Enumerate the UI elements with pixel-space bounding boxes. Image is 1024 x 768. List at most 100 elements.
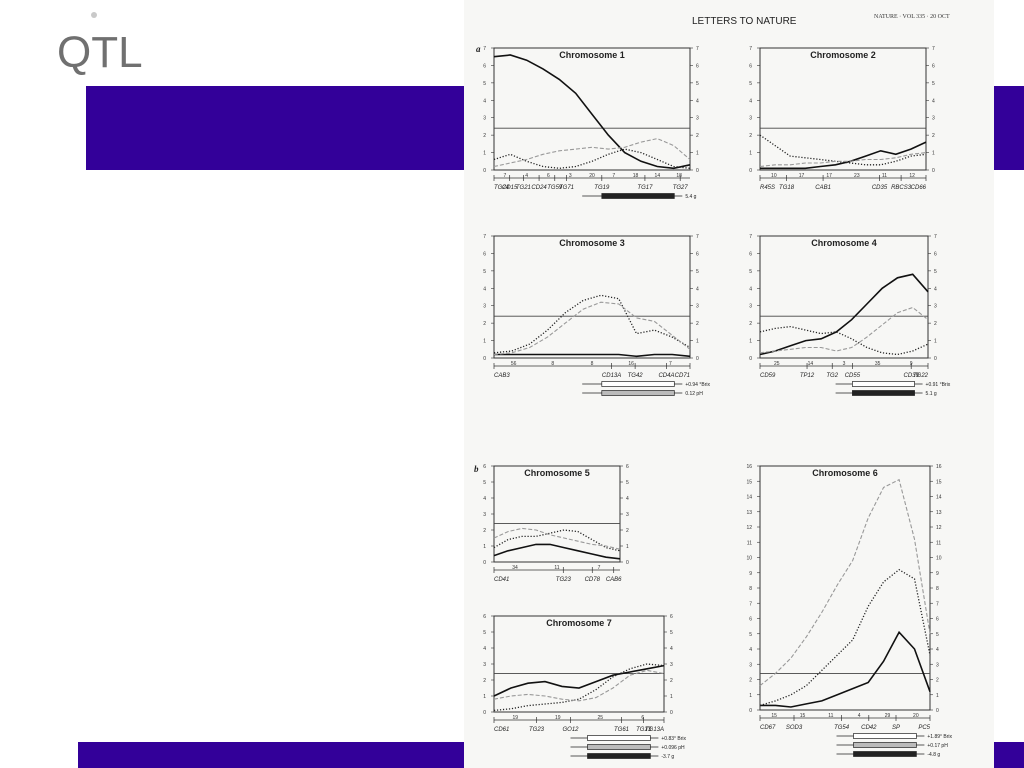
scan-header: LETTERS TO NATURE [692, 16, 797, 27]
marker-label: GO12 [562, 727, 579, 733]
marker-label: TG61 [614, 727, 629, 733]
y-tick-label-left: 3 [483, 116, 486, 122]
y-tick-label-right: 6 [696, 251, 699, 257]
interval-bar-solid [853, 751, 917, 757]
distance-label: 17 [799, 173, 805, 179]
y-tick-label-right: 15 [936, 479, 942, 485]
interval-label: +0.096 pH [661, 745, 685, 751]
y-tick-label-left: 2 [483, 528, 486, 534]
lod-curve-dotted [493, 148, 691, 169]
marker-label: TG71 [559, 185, 574, 191]
y-tick-label-right: 0 [934, 356, 937, 362]
lod-curve-solid [760, 630, 931, 708]
marker-label: TG27 [673, 185, 689, 191]
distance-label: 19 [555, 715, 561, 721]
y-tick-label-right: 4 [934, 286, 937, 292]
marker-label: PC5 [918, 725, 930, 731]
y-tick-label-left: 5 [483, 630, 486, 636]
y-tick-label-right: 7 [934, 234, 937, 240]
y-tick-label-left: 15 [746, 479, 752, 485]
y-tick-label-right: 4 [936, 647, 939, 653]
y-tick-label-right: 5 [626, 480, 629, 486]
interval-label: +1.89° Brix [927, 734, 952, 740]
y-tick-label-right: 13 [936, 510, 942, 516]
y-tick-label-left: 1 [749, 339, 752, 345]
plot-title: Chromosome 1 [559, 50, 625, 60]
y-tick-label-right: 4 [626, 496, 629, 502]
chromosome-plot-1: Chromosome 1 0 0 1 1 2 2 3 3 4 4 5 5 6 6 7 7 TG24CD15TG21… [483, 46, 699, 200]
marker-label: CAB6 [606, 577, 622, 583]
y-tick-label-right: 11 [936, 540, 941, 546]
y-tick-label-right: 5 [696, 81, 699, 87]
distance-label: 15 [771, 713, 777, 719]
y-tick-label-right: 5 [936, 632, 939, 638]
y-tick-label-left: 7 [749, 234, 752, 240]
y-tick-label-left: 5 [749, 81, 752, 87]
marker-label: CD15 [502, 185, 518, 191]
lod-curve-dashed [493, 527, 621, 550]
lod-curve-solid [494, 353, 691, 358]
y-tick-label-left: 14 [746, 495, 752, 501]
qtl-figure: LETTERS TO NATURE NATURE · VOL 335 · 20 … [474, 14, 953, 760]
marker-label: TG59 [547, 185, 563, 191]
y-tick-label-left: 4 [483, 646, 486, 652]
y-tick-label-left: 0 [483, 356, 486, 362]
y-tick-label-left: 0 [483, 168, 486, 174]
marker-label: TG19 [594, 185, 610, 191]
distance-label: 8 [591, 361, 594, 367]
interval-bar-hatched [853, 742, 917, 748]
distance-label: 6 [641, 715, 644, 721]
interval-bar-solid [601, 193, 675, 199]
marker-label: CD41 [494, 577, 509, 583]
y-tick-label-left: 4 [749, 98, 752, 104]
y-tick-label-right: 5 [670, 630, 673, 636]
marker-label: CD4A [658, 373, 674, 379]
y-tick-label-left: 6 [749, 617, 752, 623]
y-tick-label-left: 7 [749, 601, 752, 607]
distance-label: 11 [554, 565, 559, 571]
y-tick-label-left: 0 [749, 168, 752, 174]
y-tick-label-left: 4 [749, 647, 752, 653]
plot-frame [493, 615, 665, 713]
distance-label: 34 [512, 565, 518, 571]
y-tick-label-right: 1 [670, 694, 673, 700]
interval-label: 5.4 g [685, 194, 696, 200]
y-tick-label-right: 6 [934, 251, 937, 257]
marker-label: CD71 [675, 373, 690, 379]
marker-label: CD67 [760, 725, 776, 731]
marker-label: SOD3 [786, 725, 803, 731]
distance-label: 25 [597, 715, 603, 721]
y-tick-label-left: 11 [747, 540, 752, 546]
plot-title: Chromosome 6 [812, 468, 878, 478]
y-tick-label-right: 1 [626, 544, 629, 550]
marker-label: R45S [760, 185, 775, 191]
distance-label: 11 [882, 173, 887, 179]
y-tick-label-left: 3 [749, 116, 752, 122]
y-tick-label-left: 1 [483, 339, 486, 345]
distance-label: 18 [633, 173, 639, 179]
y-tick-label-right: 8 [936, 586, 939, 592]
lod-curve-dotted [493, 529, 621, 552]
y-tick-label-right: 12 [936, 525, 942, 531]
marker-label: SP [892, 725, 900, 731]
y-tick-label-right: 4 [696, 98, 699, 104]
marker-label: TG18 [779, 185, 795, 191]
marker-label: TG22 [913, 373, 929, 379]
lod-curve-dotted [759, 568, 931, 707]
marker-label: RBCS3 [891, 185, 912, 191]
marker-label: CD39 [904, 373, 920, 379]
marker-label: TG54 [834, 725, 850, 731]
y-tick-label-right: 5 [932, 81, 935, 87]
marker-label: CD55 [845, 373, 861, 379]
scan-journal: NATURE · VOL 335 · 20 OCT [874, 14, 950, 20]
y-tick-label-left: 1 [483, 151, 486, 157]
distance-label: 8 [551, 361, 554, 367]
y-tick-label-right: 3 [670, 662, 673, 668]
y-tick-label-right: 7 [696, 234, 699, 240]
distance-label: 3 [569, 173, 572, 179]
y-tick-label-right: 5 [696, 269, 699, 275]
y-tick-label-right: 0 [932, 168, 935, 174]
y-tick-label-left: 13 [746, 510, 752, 516]
